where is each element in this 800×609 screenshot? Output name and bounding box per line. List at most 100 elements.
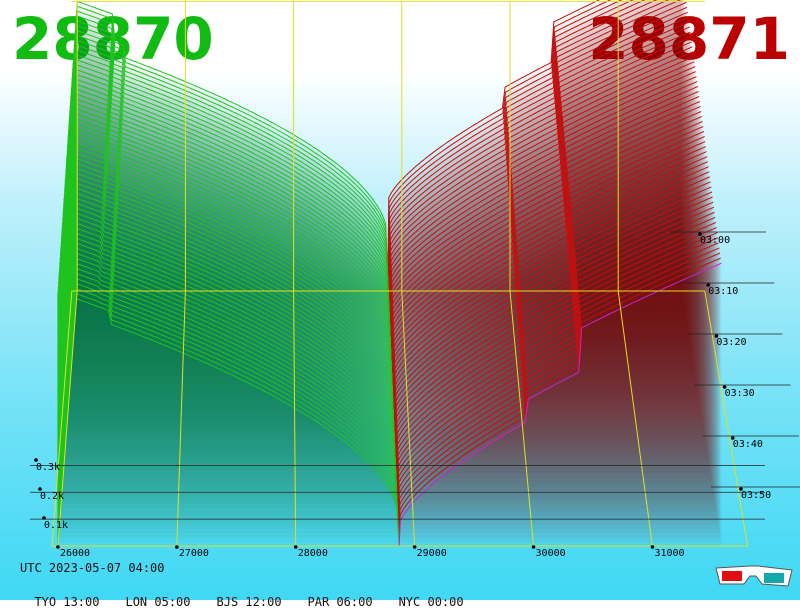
bid-depth-line <box>58 271 399 530</box>
ask-depth-line <box>397 221 717 513</box>
ask-depth-line <box>398 257 721 542</box>
ask-depth-line <box>394 146 707 449</box>
bid-depth-line <box>68 125 394 402</box>
bid-depth-line <box>62 217 397 483</box>
bid-depth-line <box>64 178 396 449</box>
bid-depth-line <box>63 193 396 462</box>
bid-depth-line <box>71 77 392 360</box>
ask-depth-line <box>393 126 704 432</box>
time-tick-label: 03:30 <box>725 388 755 399</box>
timezone-tyo: TYO 13:00 <box>34 595 100 609</box>
right-axis-line <box>704 290 749 547</box>
label-layer: 26000 27000 28000 29000 30000 31000 0.1k 0.2k 0.… <box>34 232 771 559</box>
ask-depth-line <box>390 41 692 360</box>
ask-depth-line <box>397 237 719 525</box>
ask-depth-line <box>389 21 690 343</box>
ask-depth-line <box>388 0 670 317</box>
ask-depth-line <box>391 61 695 377</box>
timezone-bjs: BJS 12:00 <box>216 595 282 609</box>
time-tick-mark <box>739 487 743 491</box>
ask-depth-line <box>391 81 698 394</box>
ask-depth-line <box>394 151 707 453</box>
ask-depth-line <box>389 16 689 338</box>
bid-depth-line <box>61 227 398 491</box>
time-tick-mark <box>698 232 702 236</box>
ask-depth-line <box>395 166 709 466</box>
ask-depth-line <box>388 0 646 309</box>
bid-depth-line <box>60 242 398 504</box>
ask-depth-line <box>391 76 697 389</box>
ask-depth-line <box>396 201 714 496</box>
ask-depth-line <box>397 242 719 530</box>
bid-depth-line <box>67 134 394 411</box>
ask-depth-line <box>389 6 688 330</box>
y-tick-mark <box>34 458 38 462</box>
ask-depth-line <box>388 0 682 321</box>
bid-depth-line <box>75 19 389 309</box>
x-tick-mark <box>293 545 298 549</box>
x-tick-label: 29000 <box>417 548 447 559</box>
bid-depth-line <box>61 232 398 496</box>
bid-depth-line <box>66 154 395 428</box>
x-tick-label: 30000 <box>536 548 566 559</box>
ask-depth-line <box>397 232 718 521</box>
ask-depth-line <box>392 106 701 415</box>
x-tick-label: 28000 <box>298 548 328 559</box>
series-layer <box>57 0 722 547</box>
ask-depth-line <box>389 11 688 334</box>
bid-depth-line <box>59 266 399 525</box>
bid-depth-line <box>58 276 400 534</box>
time-tick-mark <box>714 334 719 338</box>
ask-depth-line <box>387 0 634 304</box>
time-tick-label: 03:10 <box>708 286 738 297</box>
bid-depth-line <box>61 237 398 500</box>
bid-depth-line <box>59 261 399 521</box>
ask-depth-line <box>389 26 690 347</box>
timezone-row: TYO 13:00 LON 05:00 BJS 12:00 PAR 06:00 NYC … <box>20 581 490 609</box>
ask-depth-line <box>396 196 713 491</box>
ask-depth-line <box>387 0 623 300</box>
bid-depth-line <box>76 5 389 296</box>
y-tick-label: 0.3k <box>36 462 60 473</box>
y-tick-label: 0.1k <box>44 520 68 531</box>
ask-depth-line <box>392 96 700 406</box>
bid-depth-line <box>70 86 392 368</box>
ask-depth-line <box>395 176 711 474</box>
utc-time: UTC 2023-05-07 04:00 <box>20 561 165 575</box>
ask-depth-line <box>392 86 698 398</box>
ask-depth-line <box>395 186 712 483</box>
ask-depth-line <box>397 227 717 517</box>
bid-depth-line <box>67 139 394 415</box>
time-tick-label: 03:00 <box>700 235 730 246</box>
bid-depth-line <box>75 24 390 313</box>
x-tick-mark <box>56 545 60 549</box>
bid-depth-line <box>73 53 391 338</box>
bid-depth-line <box>76 0 389 292</box>
ask-depth-line <box>393 116 703 423</box>
ask-depth-line <box>394 156 708 457</box>
time-tick-label: 03:50 <box>741 490 771 501</box>
3d-glasses-icon[interactable] <box>714 560 794 590</box>
bid-depth-line <box>67 144 394 419</box>
bid-depth-line <box>57 286 400 542</box>
timezone-nyc: NYC 00:00 <box>398 595 464 609</box>
bid-depth-line <box>72 62 391 347</box>
ask-depth-line <box>391 66 696 381</box>
time-tick-mark <box>706 283 710 287</box>
bid-depth-line <box>74 34 390 321</box>
bid-depth-line <box>75 15 389 304</box>
ask-depth-line <box>393 136 705 440</box>
bid-depth-line <box>68 130 394 406</box>
bid-depth-line <box>62 207 397 474</box>
ask-depth-line <box>387 0 612 296</box>
bid-depth-line <box>74 38 390 326</box>
bid-depth-line <box>66 159 395 432</box>
ask-depth-line <box>392 91 699 402</box>
x-tick-label: 31000 <box>654 548 684 559</box>
ask-depth-line <box>390 51 694 368</box>
bid-depth-line <box>70 91 392 372</box>
bid-depth-line <box>69 105 393 385</box>
ask-depth-line <box>393 131 705 436</box>
ask-depth-line <box>394 161 709 462</box>
